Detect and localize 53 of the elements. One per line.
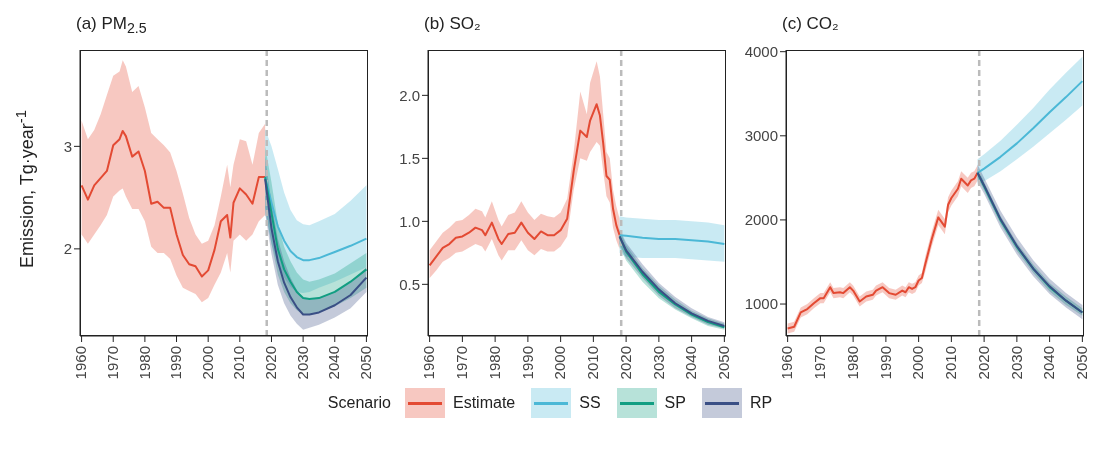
x-tick-label: 1990 [518, 346, 536, 380]
x-tick-label: 2040 [1040, 346, 1058, 380]
x-tick-label: 2030 [649, 346, 667, 380]
y-tick-label: 1.5 [399, 149, 420, 167]
x-tick-label: 2020 [262, 346, 280, 380]
legend-label: RP [749, 394, 773, 412]
y-tick-label: 2.0 [399, 86, 420, 104]
chart-title: (b) SO₂ [423, 13, 482, 35]
x-tick-label: 1970 [103, 346, 121, 380]
legend-label: SS [579, 394, 601, 412]
legend-title: Scenario [327, 394, 391, 412]
x-tick-label: 1990 [876, 346, 894, 380]
x-tick-label: 1980 [843, 346, 861, 380]
x-tick-label: 1980 [485, 346, 503, 380]
y-tick-label: 3000 [744, 127, 778, 145]
y-tick-label: 1000 [744, 295, 778, 313]
x-tick-label: 2010 [584, 346, 602, 380]
legend-label: Estimate [452, 394, 516, 412]
x-tick-label: 1960 [778, 346, 796, 380]
x-tick-label: 2050 [715, 346, 733, 380]
y-tick-label: 2000 [744, 211, 778, 229]
y-tick-label: 1.0 [399, 212, 420, 230]
x-tick-label: 2030 [293, 346, 311, 380]
legend-label: SP [664, 394, 686, 412]
line-series [618, 234, 726, 246]
y-tick-label: 3 [63, 137, 72, 155]
chart-title: (c) CO₂ [781, 13, 840, 35]
x-tick-label: 2050 [357, 346, 375, 380]
x-tick-label: 2030 [1007, 346, 1025, 380]
x-tick-label: 2000 [909, 346, 927, 380]
x-tick-label: 2050 [1073, 346, 1091, 380]
line-series [80, 129, 267, 278]
x-tick-label: 2000 [198, 346, 216, 380]
y-tick-label: 0.5 [399, 275, 420, 293]
x-tick-label: 2010 [230, 346, 248, 380]
x-tick-label: 2040 [682, 346, 700, 380]
x-tick-label: 2020 [616, 346, 634, 380]
x-tick-label: 1960 [420, 346, 438, 380]
line-series [976, 80, 1084, 174]
x-tick-label: 2010 [942, 346, 960, 380]
x-tick-label: 1970 [811, 346, 829, 380]
chart-title: (a) PM$_{2.5}$ [75, 13, 148, 39]
x-tick-label: 1990 [167, 346, 185, 380]
line-series [264, 176, 368, 262]
line-series [428, 103, 621, 267]
x-tick-label: 1970 [453, 346, 471, 380]
x-tick-label: 1960 [72, 346, 90, 380]
y-tick-label: 2 [63, 240, 72, 258]
y-tick-label: 4000 [744, 43, 778, 61]
x-tick-label: 2000 [551, 346, 569, 380]
x-tick-label: 2040 [325, 346, 343, 380]
x-tick-label: 1980 [135, 346, 153, 380]
x-tick-label: 2020 [974, 346, 992, 380]
